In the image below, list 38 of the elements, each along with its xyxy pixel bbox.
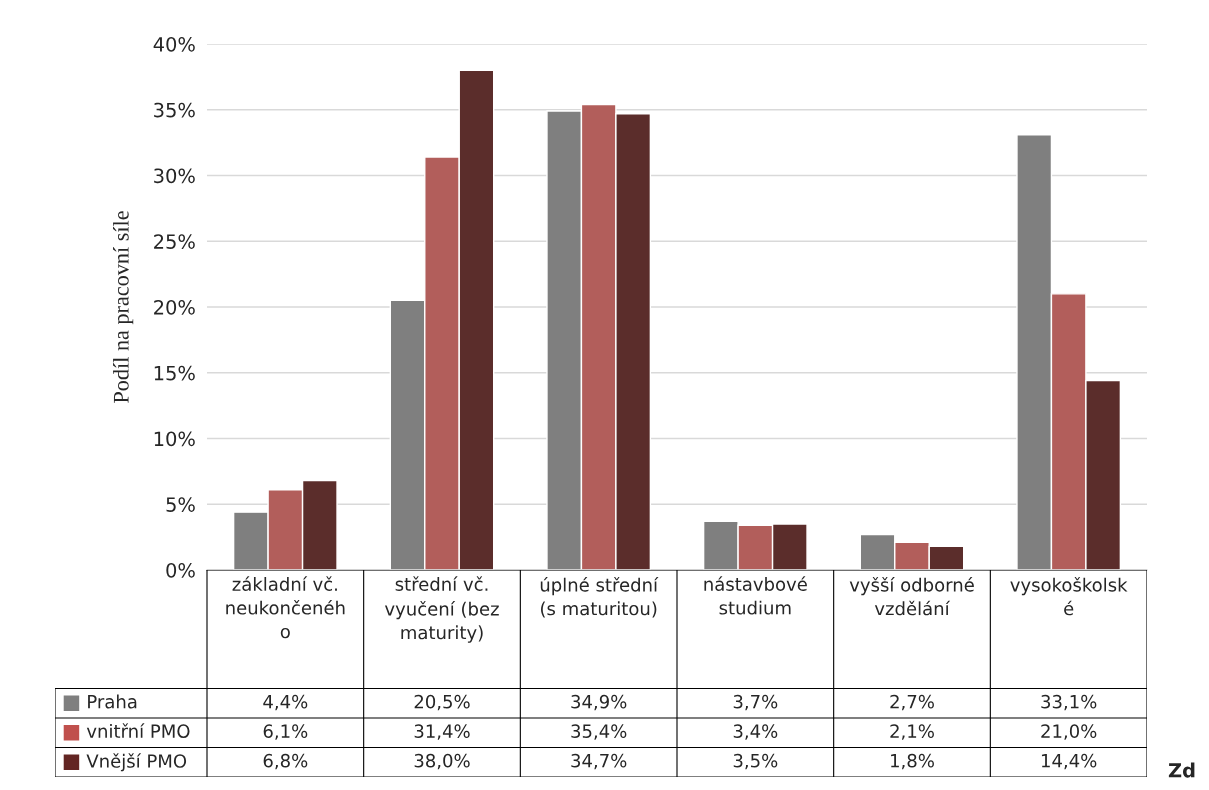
data-label: 31,4%	[414, 724, 470, 740]
x-tick-label: základní vč. neukončenéh o	[226, 576, 345, 639]
data-label: 20,5%	[414, 694, 470, 711]
data-label: 3,4%	[733, 724, 778, 740]
legend-label: vnitřní PMO	[86, 723, 190, 738]
data-label: 3,7%	[733, 694, 778, 711]
legend-label: Praha	[88, 694, 137, 709]
y-tick-label: 40%	[153, 36, 195, 52]
y-tick-label: 35%	[154, 102, 195, 118]
y-tick-label: 25%	[154, 234, 195, 249]
data-label: 14,4%	[1041, 753, 1097, 770]
x-tick-label: vysokoškolsk é	[1010, 577, 1128, 616]
data-label: 38,0%	[414, 753, 470, 770]
data-label: 35,4%	[571, 724, 627, 740]
y-axis-title: Podíl na pracovní síle	[113, 211, 134, 403]
y-tick-label: 20%	[154, 299, 195, 315]
data-label: 21,0%	[1041, 724, 1097, 740]
data-label: 2,7%	[890, 694, 934, 711]
text: Zd	[1168, 762, 1195, 778]
legend-label: Vnější PMO	[86, 753, 187, 772]
data-label: 3,5%	[733, 753, 778, 770]
x-tick-label: vyšší odborné vzdělání	[849, 577, 974, 616]
x-tick-label: nástavbové studium	[704, 576, 807, 615]
y-tick-label: 30%	[154, 168, 195, 184]
data-label: 1,8%	[891, 753, 934, 770]
x-tick-label: střední vč. vyučení (bez maturity)	[384, 576, 499, 643]
data-label: 34,9%	[571, 694, 627, 711]
y-tick-label: 5%	[166, 497, 195, 512]
y-tick-label: 10%	[154, 431, 195, 447]
data-label: 6,1%	[263, 724, 308, 740]
data-label: 6,8%	[263, 753, 308, 770]
x-tick-label: úplné střední (s maturitou)	[540, 577, 659, 618]
y-tick-label: 0%	[166, 562, 195, 578]
y-tick-label: 15%	[154, 365, 195, 381]
data-label: 33,1%	[1041, 694, 1097, 711]
data-label: 4,4%	[263, 694, 308, 711]
data-label: 34,7%	[571, 753, 627, 770]
data-label: 2,1%	[890, 724, 934, 740]
